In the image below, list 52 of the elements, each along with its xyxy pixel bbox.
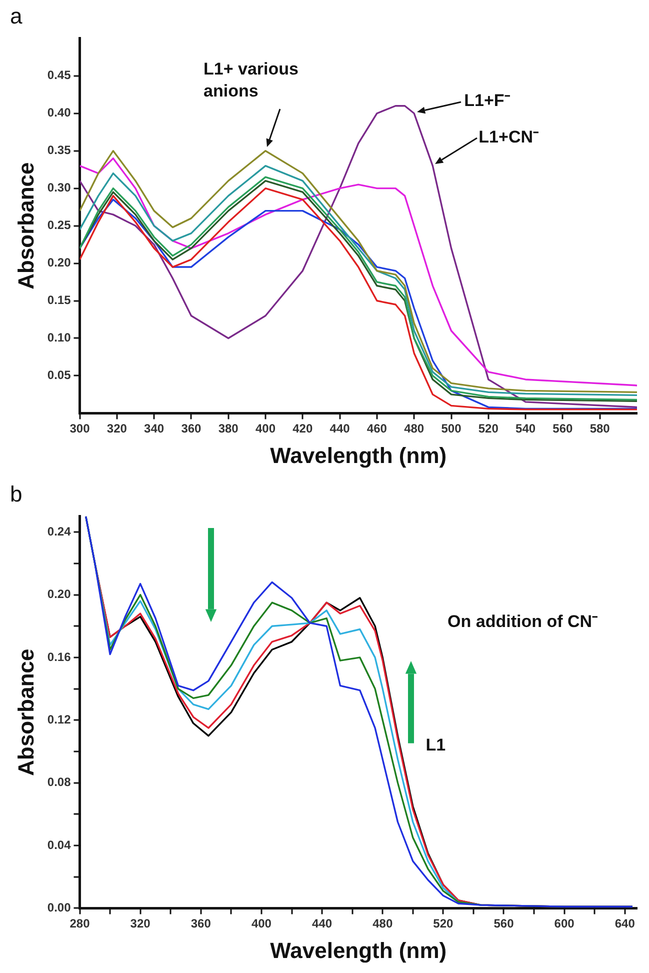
x-tick-label: 320 [106,422,128,436]
y-axis-title: Absorbance [13,162,38,290]
y-axis-title: Absorbance [13,648,38,776]
y-tick-label: 0.10 [47,330,72,345]
x-tick-label: 640 [614,916,636,931]
x-tick-label: 480 [372,916,393,931]
chart-title: a [10,3,23,28]
x-tick-label: 420 [292,422,313,436]
y-tick-label: 0.15 [47,293,72,308]
y-tick-label: 0.00 [47,900,72,915]
annotation: L1+F⁻ [464,91,510,110]
y-tick-label: 0.35 [47,143,72,158]
y-tick-label: 0.16 [47,650,72,664]
x-tick-label: 300 [70,422,90,436]
y-tick-label: 0.08 [47,775,72,790]
x-tick-label: 480 [404,422,424,436]
x-tick-label: 540 [516,422,536,436]
x-tick-label: 600 [554,916,575,931]
x-axis-title: Wavelength (nm) [270,442,447,468]
x-tick-label: 340 [144,422,164,436]
chart-title: b [10,481,22,506]
x-tick-label: 560 [552,422,574,436]
y-tick-label: 0.20 [47,256,72,270]
annotation: L1+CN⁻ [478,128,540,147]
y-tick-label: 0.05 [47,368,72,382]
x-tick-label: 400 [255,422,276,436]
y-tick-label: 0.12 [47,712,72,726]
y-tick-label: 0.04 [47,838,72,852]
x-tick-label: 360 [181,422,202,436]
annotation: On addition of CN⁻ [448,612,598,631]
x-tick-label: 280 [70,916,90,931]
x-tick-label: 440 [330,422,350,436]
x-tick-label: 400 [251,916,272,931]
x-axis-title: Wavelength (nm) [270,938,447,963]
y-tick-label: 0.40 [47,106,72,120]
annotation: L1+ various anions [204,60,298,101]
x-tick-label: 580 [590,422,610,436]
x-tick-label: 520 [478,422,499,436]
x-tick-label: 360 [190,916,212,931]
x-tick-label: 500 [441,422,462,436]
annotation: L1 [426,735,446,754]
x-tick-label: 440 [312,916,332,931]
y-tick-label: 0.30 [47,180,72,195]
y-tick-label: 0.24 [47,524,72,538]
y-tick-label: 0.20 [47,587,72,602]
x-tick-label: 520 [433,916,454,931]
x-tick-label: 460 [366,422,388,436]
x-tick-label: 560 [494,916,514,931]
x-tick-label: 320 [130,916,151,931]
x-tick-label: 380 [218,422,239,436]
y-tick-label: 0.25 [47,218,72,232]
y-tick-label: 0.45 [47,68,72,82]
